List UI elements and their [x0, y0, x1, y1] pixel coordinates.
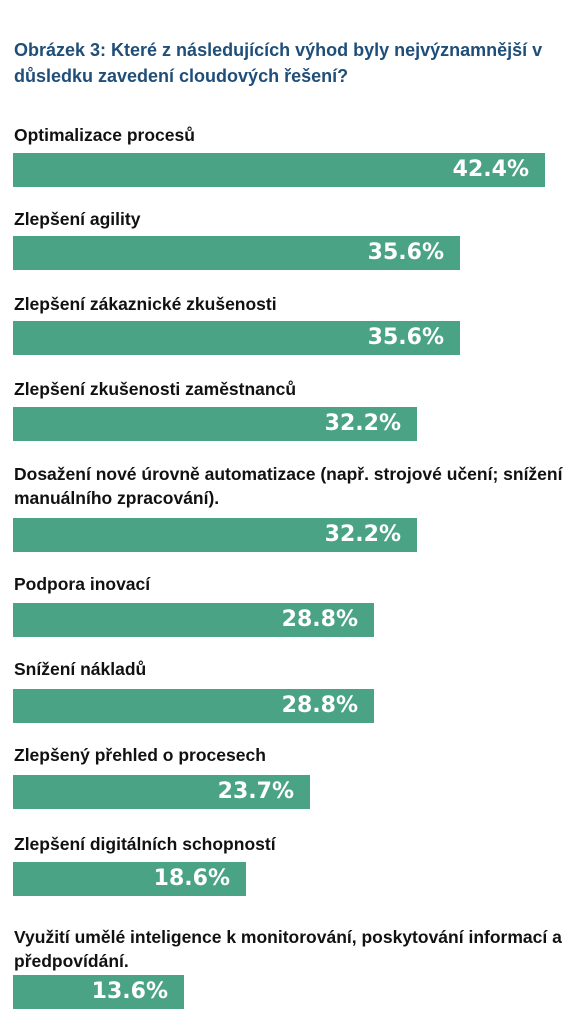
data-label: 42.4% — [452, 157, 529, 182]
bar: 23.7% — [13, 775, 310, 809]
category-label: Podpora inovací — [14, 574, 151, 594]
category-label: Zlepšení zkušenosti zaměstnanců — [14, 379, 297, 399]
category-label: Optimalizace procesů — [14, 125, 195, 145]
bar: 28.8% — [13, 689, 374, 723]
data-label: 23.7% — [217, 779, 294, 804]
category-label: Zlepšení digitálních schopností — [14, 834, 276, 854]
data-label: 35.6% — [367, 240, 444, 265]
bar: 32.2% — [13, 518, 417, 552]
category-label: Snížení nákladů — [14, 659, 147, 679]
bar: 42.4% — [13, 153, 545, 187]
bar: 13.6% — [13, 975, 184, 1009]
category-label: Využití umělé inteligence k monitorování… — [14, 927, 562, 971]
chart-title: Obrázek 3: Které z následujících výhod b… — [14, 40, 543, 86]
data-label: 18.6% — [153, 866, 230, 891]
bar: 32.2% — [13, 407, 417, 441]
category-label: Zlepšení zákaznické zkušenosti — [14, 294, 277, 314]
bar: 28.8% — [13, 603, 374, 637]
data-label: 28.8% — [281, 693, 358, 718]
category-label: Zlepšení agility — [14, 209, 141, 229]
bar: 35.6% — [13, 236, 460, 270]
data-label: 28.8% — [281, 607, 358, 632]
bar: 18.6% — [13, 862, 246, 896]
category-label: Zlepšený přehled o procesech — [14, 745, 266, 765]
data-label: 13.6% — [91, 979, 168, 1004]
data-label: 32.2% — [324, 522, 401, 547]
data-label: 35.6% — [367, 325, 444, 350]
data-label: 32.2% — [324, 411, 401, 436]
bar: 35.6% — [13, 321, 460, 355]
category-label: Dosažení nové úrovně automatizace (např.… — [14, 464, 563, 508]
